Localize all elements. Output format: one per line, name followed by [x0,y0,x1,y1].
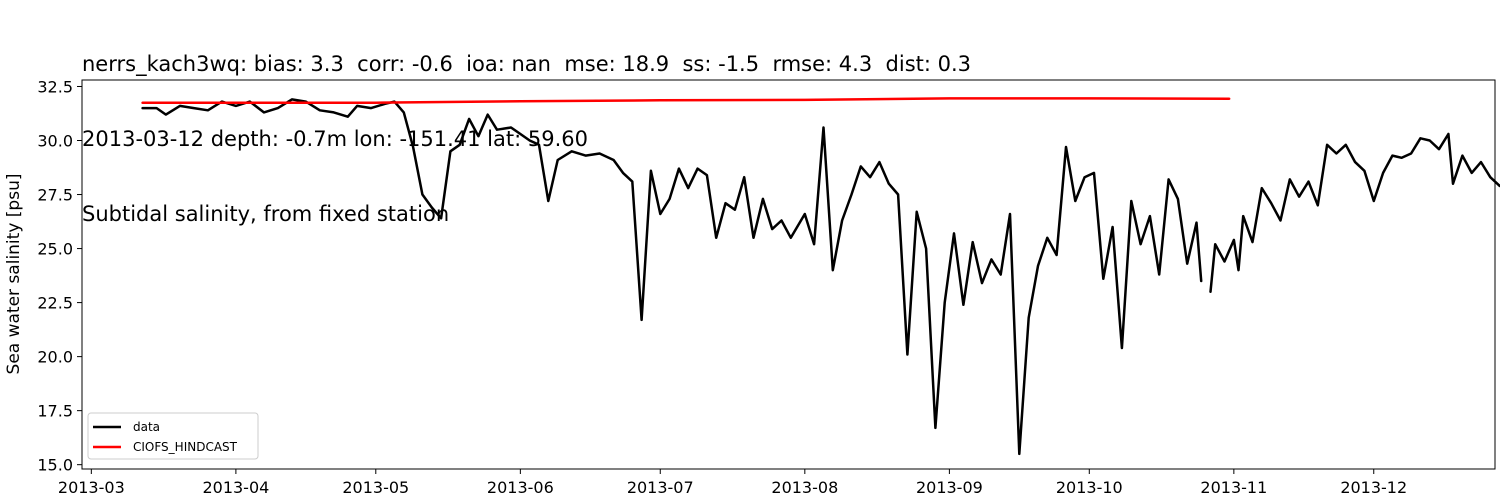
y-tick-label: 17.5 [37,402,73,421]
y-tick-label: 27.5 [37,186,73,205]
x-axis: 2013-03 2013-04 2013-05 2013-06 2013-07 2013-… [58,469,1407,497]
title-line-3: Subtidal salinity, from fixed station [82,202,450,226]
x-tick-label: 2013-07 [627,478,694,497]
y-axis: 15.0 17.5 20.0 22.5 25.0 27.5 30.0 32.5 [37,77,82,475]
title-line-2: 2013-03-12 depth: -0.7m lon: -151.41 lat… [82,127,588,151]
x-tick-label: 2013-06 [487,478,554,497]
x-tick-label: 2013-04 [202,478,269,497]
y-tick-label: 30.0 [37,132,73,151]
y-tick-label: 32.5 [37,77,73,96]
x-tick-label: 2013-11 [1200,478,1267,497]
x-tick-label: 2013-09 [916,478,983,497]
title-line-1: nerrs_kach3wq: bias: 3.3 corr: -0.6 ioa:… [82,52,972,76]
legend-box [87,412,259,460]
chart-title: nerrs_kach3wq: bias: 3.3 corr: -0.6 ioa:… [82,2,971,252]
x-tick-label: 2013-12 [1340,478,1407,497]
x-tick-label: 2013-10 [1056,478,1123,497]
legend-label: CIOFS_HINDCAST [133,440,238,454]
y-tick-label: 15.0 [37,456,73,475]
axes-frame [81,79,1496,470]
series-line-data-1 [141,98,1203,456]
y-axis-label: Sea water salinity [psu] [4,174,24,375]
series-line-data-2 [1209,132,1500,294]
legend-label: data [133,420,160,434]
series-line-ciofs-hindcast-1 [141,97,1231,104]
y-tick-label: 25.0 [37,240,73,259]
x-tick-label: 2013-08 [771,478,838,497]
x-tick-label: 2013-05 [342,478,409,497]
x-tick-label: 2013-03 [58,478,125,497]
legend: data CIOFS_HINDCAST [87,412,259,460]
y-tick-label: 20.0 [37,348,73,367]
y-tick-label: 22.5 [37,294,73,313]
series-layer [141,97,1500,456]
